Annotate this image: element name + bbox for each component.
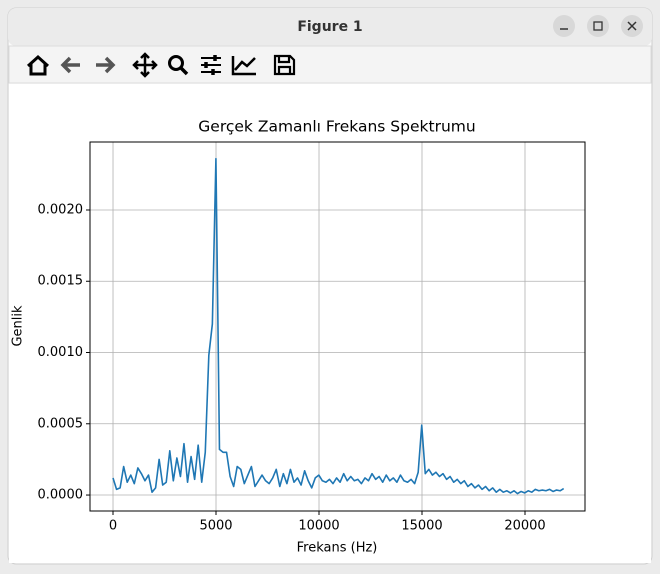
y-tick-label: 0.0010 bbox=[38, 345, 84, 360]
y-tick-label: 0.0000 bbox=[38, 488, 84, 503]
maximize-button[interactable] bbox=[587, 15, 609, 37]
y-tick-label: 0.0015 bbox=[38, 274, 84, 289]
subplots-sliders bbox=[204, 55, 217, 75]
home-button[interactable] bbox=[26, 54, 50, 76]
chart-title: Gerçek Zamanlı Frekans Spektrumu bbox=[198, 118, 475, 136]
customize-button[interactable] bbox=[231, 56, 256, 76]
x-tick-label: 0 bbox=[109, 519, 117, 534]
window-title: Figure 1 bbox=[297, 19, 362, 35]
close-icon bbox=[627, 21, 637, 31]
y-tick-label: 0.0005 bbox=[38, 416, 84, 431]
x-tick-label: 20000 bbox=[504, 519, 545, 534]
zoom-handle bbox=[179, 66, 189, 76]
axes-frame bbox=[89, 141, 586, 512]
pan-button[interactable] bbox=[132, 52, 158, 78]
back-button[interactable] bbox=[60, 56, 80, 74]
x-tick-label: 15000 bbox=[401, 519, 442, 534]
save-button[interactable] bbox=[273, 54, 296, 76]
title-bar bbox=[8, 8, 652, 46]
minimize-button[interactable] bbox=[553, 15, 575, 37]
x-tick-label: 10000 bbox=[298, 519, 339, 534]
y-tick-label: 0.0020 bbox=[38, 202, 84, 217]
toolbar bbox=[8, 45, 652, 84]
figure bbox=[9, 84, 651, 563]
zoom-button[interactable] bbox=[168, 55, 184, 71]
y-axis-label: Genlik bbox=[11, 305, 26, 347]
x-tick-label: 5000 bbox=[199, 519, 232, 534]
forward-button[interactable] bbox=[96, 56, 116, 74]
maximize-icon bbox=[593, 21, 603, 31]
plot: Gerçek Zamanlı Frekans Spektrumu Frekans… bbox=[11, 118, 586, 556]
spectrum-line bbox=[112, 157, 565, 495]
x-axis-label: Frekans (Hz) bbox=[297, 541, 378, 556]
